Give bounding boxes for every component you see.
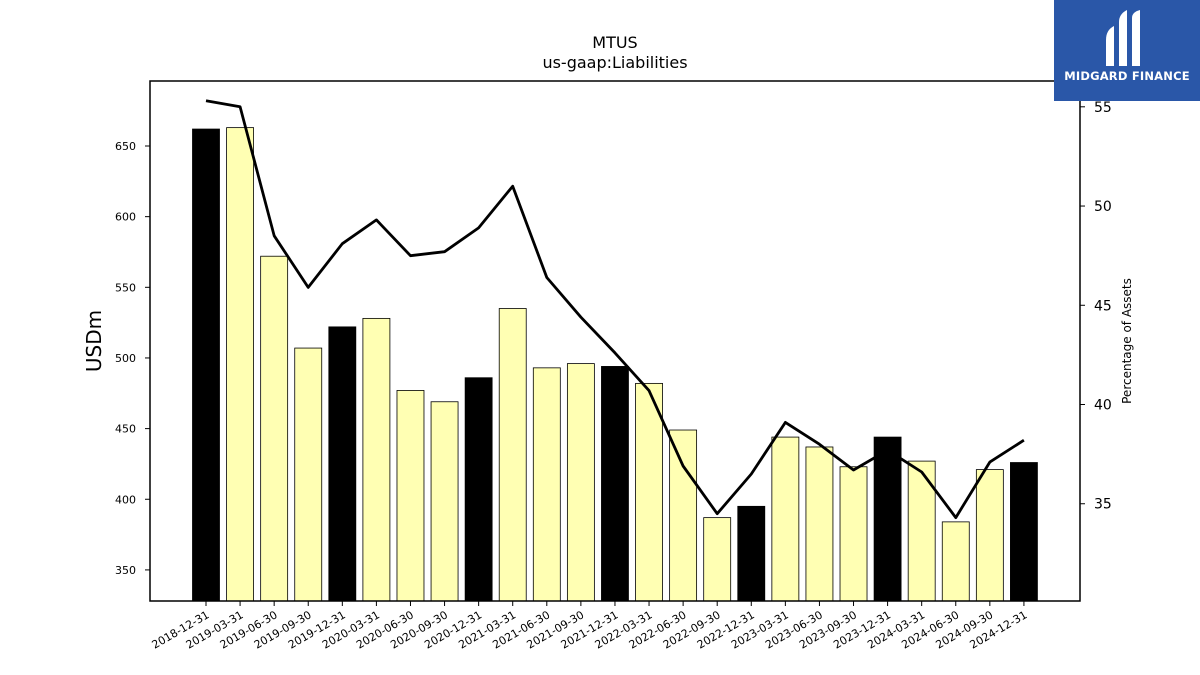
bar-series [192,127,1038,602]
y-tick-label: 550 [115,281,136,294]
y2-axis-label: Percentage of Assets [1120,278,1134,404]
bar [396,390,425,602]
bar [669,429,698,602]
bar [635,382,663,602]
bar [839,466,868,602]
bar [294,347,323,602]
y2-tick-label: 35 [1094,497,1112,513]
bar [430,401,459,602]
y-tick-label: 350 [115,564,136,577]
left-axis: 350 400 450 500 550 600 650 [115,140,150,577]
bar [805,446,834,602]
bar [498,308,527,602]
chart-title: MTUS [592,33,637,52]
y-tick-label: 500 [115,352,136,365]
y2-tick-label: 55 [1094,100,1112,116]
line-series [205,99,1025,519]
chart-subtitle: us-gaap:Liabilities [542,53,687,72]
bar [771,436,800,602]
bar [328,326,357,602]
y-tick-label: 650 [115,140,136,153]
y-tick-label: 600 [115,211,136,224]
bar [601,366,629,602]
logo-mark-icon [1106,10,1140,66]
y2-tick-label: 40 [1094,398,1112,414]
bar [975,469,1004,602]
bar [464,377,493,602]
brand-name: MIDGARD FINANCE [1064,69,1190,83]
bar [737,505,766,602]
y-tick-label: 400 [115,493,136,506]
bar [532,367,561,602]
y2-tick-label: 50 [1094,199,1112,215]
y-tick-label: 450 [115,423,136,436]
bar [362,317,391,602]
bar [260,255,289,602]
y-axis-label: USDm [82,310,106,372]
y2-tick-label: 45 [1094,298,1112,314]
bar [566,363,595,602]
bar [907,460,936,602]
brand-logo: MIDGARD FINANCE [1054,0,1200,101]
x-axis: 2018-12-312019-03-312019-06-302019-09-30… [150,601,1029,652]
bar [226,127,254,602]
right-axis: 35 40 45 50 55 [1080,100,1112,513]
bar [192,128,220,602]
bar [703,517,732,602]
bar [873,436,902,602]
line-path [205,99,1025,519]
bar [1010,462,1038,602]
bar [941,521,970,602]
